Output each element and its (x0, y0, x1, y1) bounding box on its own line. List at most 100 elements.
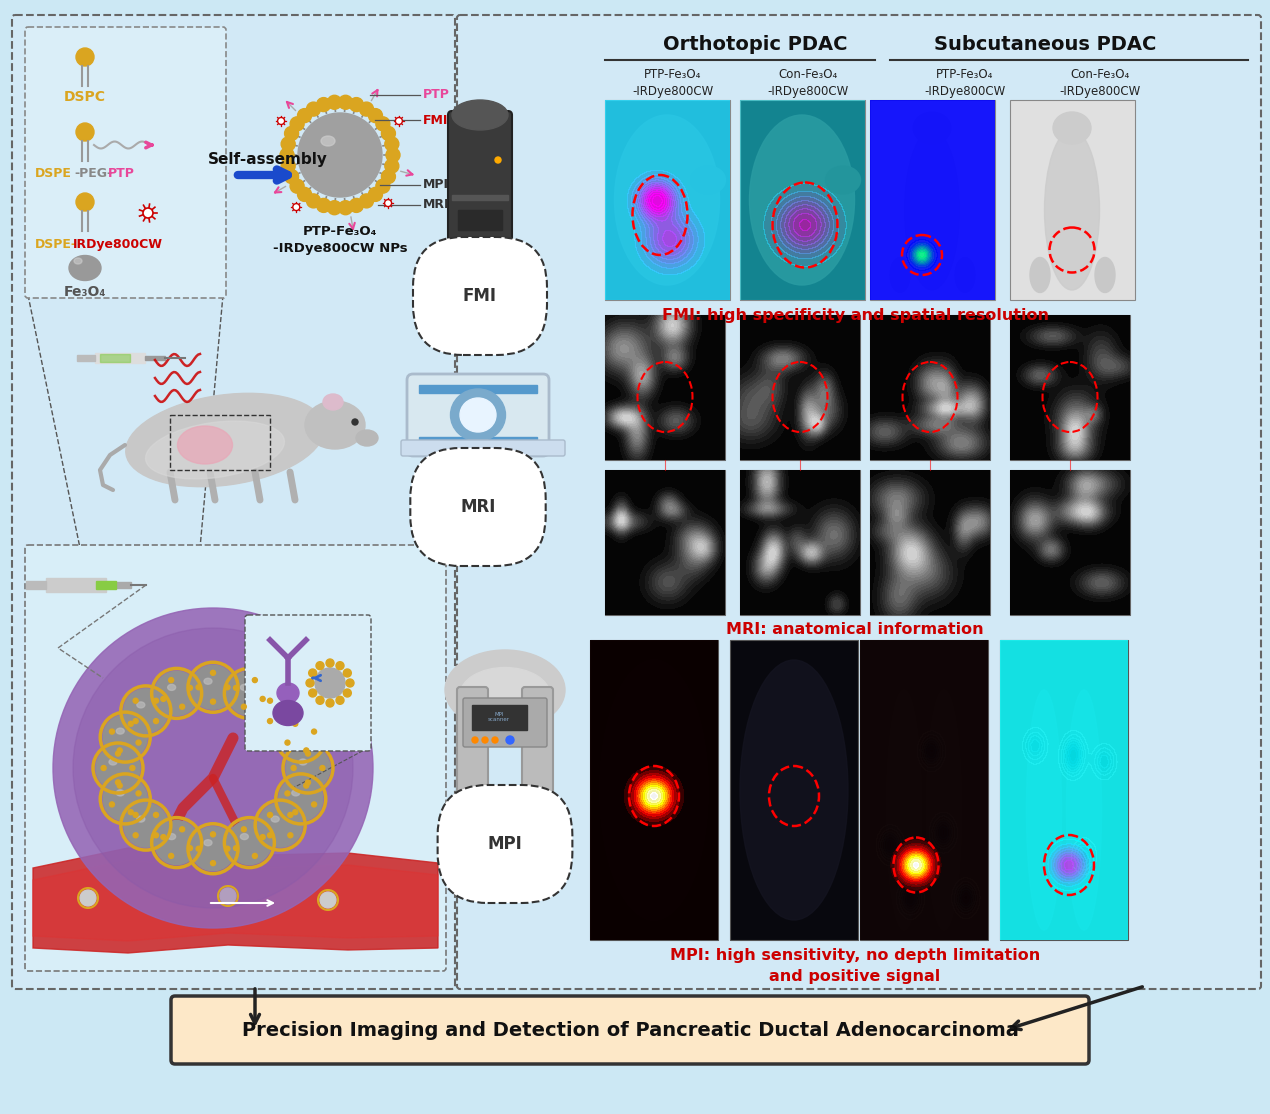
Ellipse shape (826, 166, 861, 194)
Ellipse shape (323, 394, 343, 410)
Circle shape (359, 102, 373, 116)
Circle shape (76, 193, 94, 211)
Text: DSPE: DSPE (36, 167, 72, 180)
Text: Orthotopic PDAC: Orthotopic PDAC (663, 35, 847, 53)
Circle shape (284, 791, 290, 795)
Circle shape (304, 747, 309, 753)
Circle shape (154, 833, 159, 838)
Circle shape (155, 672, 198, 715)
Ellipse shape (886, 690, 922, 930)
Circle shape (395, 117, 403, 125)
Bar (455, 805, 560, 820)
Circle shape (386, 148, 400, 162)
Circle shape (154, 719, 159, 724)
Ellipse shape (272, 817, 279, 822)
Ellipse shape (451, 389, 505, 441)
Ellipse shape (240, 833, 249, 840)
Circle shape (316, 98, 330, 111)
Ellipse shape (204, 840, 212, 846)
Circle shape (343, 688, 352, 697)
Circle shape (260, 696, 265, 702)
Bar (870, 315, 991, 460)
Circle shape (286, 746, 330, 790)
Circle shape (116, 780, 121, 785)
Ellipse shape (1053, 113, 1091, 144)
Circle shape (491, 737, 498, 743)
Ellipse shape (1095, 257, 1115, 293)
Polygon shape (33, 860, 438, 941)
FancyBboxPatch shape (464, 698, 547, 747)
Circle shape (337, 662, 344, 670)
Circle shape (315, 668, 345, 698)
Ellipse shape (240, 684, 249, 691)
Circle shape (117, 783, 122, 788)
Circle shape (284, 127, 298, 140)
Ellipse shape (69, 255, 102, 281)
Circle shape (188, 846, 193, 851)
Circle shape (297, 187, 311, 202)
Circle shape (97, 746, 140, 790)
Text: MPI: high sensitivity, no depth limitation
and positive signal: MPI: high sensitivity, no depth limitati… (669, 948, 1040, 984)
Ellipse shape (272, 702, 279, 707)
Ellipse shape (904, 130, 960, 290)
Text: MPI: MPI (423, 178, 450, 192)
Circle shape (144, 208, 152, 218)
Ellipse shape (615, 115, 720, 285)
Bar (605, 100, 730, 300)
Ellipse shape (168, 833, 175, 840)
Ellipse shape (137, 702, 145, 707)
Circle shape (268, 812, 273, 818)
FancyBboxPatch shape (25, 545, 446, 971)
Bar (105, 582, 131, 588)
Text: Fe₃O₄: Fe₃O₄ (64, 285, 107, 299)
Circle shape (190, 827, 235, 871)
Circle shape (381, 127, 395, 140)
Bar (730, 641, 859, 940)
Ellipse shape (277, 683, 298, 703)
Circle shape (279, 776, 323, 821)
Circle shape (169, 677, 174, 683)
Circle shape (288, 698, 293, 703)
Bar (740, 100, 865, 300)
Text: IRDye800CW: IRDye800CW (72, 238, 163, 251)
Circle shape (288, 833, 293, 838)
Circle shape (196, 685, 201, 690)
Text: -PEG-: -PEG- (74, 167, 112, 180)
Circle shape (316, 696, 324, 704)
Circle shape (241, 827, 246, 832)
Circle shape (234, 685, 239, 691)
Bar (458, 211, 502, 229)
Circle shape (103, 776, 147, 821)
Ellipse shape (1026, 690, 1062, 930)
Bar (97, 582, 116, 589)
Circle shape (136, 740, 141, 745)
Circle shape (76, 123, 94, 141)
Text: DSPE-: DSPE- (36, 238, 77, 251)
Circle shape (352, 419, 358, 426)
FancyBboxPatch shape (457, 14, 1261, 989)
Circle shape (227, 821, 272, 864)
FancyBboxPatch shape (457, 687, 488, 813)
Circle shape (376, 179, 390, 193)
Circle shape (268, 719, 273, 724)
Circle shape (284, 740, 290, 745)
Circle shape (316, 662, 324, 670)
Circle shape (268, 833, 273, 838)
Circle shape (304, 783, 309, 788)
Circle shape (306, 751, 310, 756)
Circle shape (483, 737, 488, 743)
Circle shape (298, 113, 382, 197)
FancyBboxPatch shape (11, 14, 455, 989)
Circle shape (188, 685, 193, 691)
Circle shape (328, 201, 342, 215)
Ellipse shape (204, 678, 212, 684)
Circle shape (179, 704, 184, 710)
Circle shape (343, 670, 352, 677)
Circle shape (309, 670, 316, 677)
Ellipse shape (178, 426, 232, 465)
Circle shape (225, 685, 230, 690)
Ellipse shape (292, 790, 300, 795)
Circle shape (220, 888, 236, 903)
Bar (145, 356, 165, 360)
FancyBboxPatch shape (25, 27, 226, 299)
